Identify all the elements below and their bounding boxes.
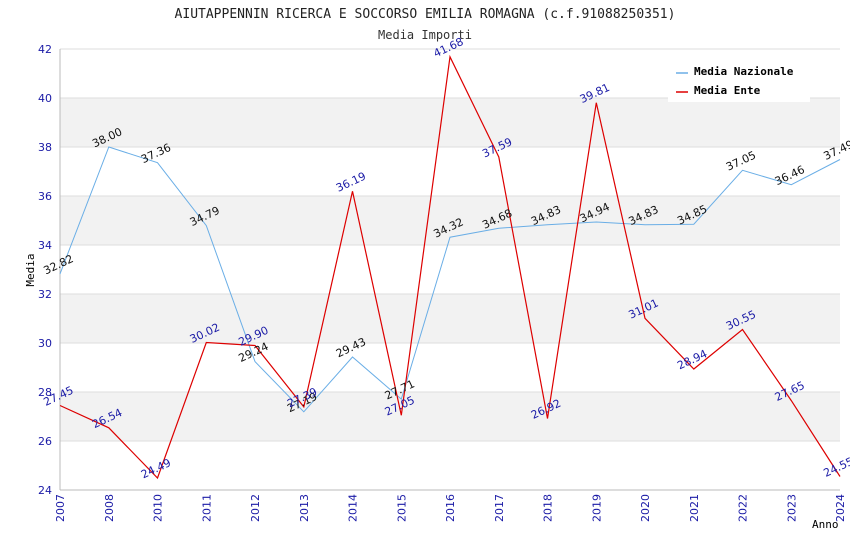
legend-label-nazionale: Media Nazionale	[694, 65, 794, 78]
x-tick-label: 2014	[347, 494, 360, 522]
grid-band	[60, 294, 840, 343]
x-tick-label: 2011	[200, 494, 213, 522]
legend-box	[668, 60, 810, 102]
series-lines	[59, 54, 841, 480]
x-tick-label: 2023	[785, 494, 798, 522]
x-tick-label: 2017	[493, 494, 506, 522]
chart-title: AIUTAPPENNIN RICERCA E SOCCORSO EMILIA R…	[175, 7, 676, 22]
x-tick-label: 2021	[688, 494, 701, 522]
y-tick-label: 40	[38, 92, 52, 105]
legend-label-ente: Media Ente	[694, 84, 761, 97]
y-tick-label: 30	[38, 337, 52, 350]
y-axis-label: Media	[24, 253, 37, 286]
grid-band	[60, 441, 840, 490]
x-tick-label: 2018	[542, 494, 555, 522]
series-line-ente	[59, 54, 841, 480]
x-tick-label: 2020	[639, 494, 652, 522]
x-tick-label: 2008	[103, 494, 116, 522]
y-tick-label: 24	[38, 484, 52, 497]
y-tick-label: 32	[38, 288, 52, 301]
y-tick-label: 34	[38, 239, 52, 252]
legend: Media Nazionale Media Ente	[668, 60, 810, 102]
grid-band	[60, 343, 840, 392]
grid-lines	[60, 48, 840, 491]
y-tick-label: 28	[38, 386, 52, 399]
x-tick-label: 2024	[834, 494, 847, 522]
y-tick-label: 36	[38, 190, 52, 203]
x-tick-label: 2012	[249, 494, 262, 522]
y-tick-label: 26	[38, 435, 52, 448]
x-tick-label: 2015	[395, 494, 408, 522]
x-tick-label: 2007	[54, 494, 67, 522]
y-tick-labels: 24 26 28 30 32 34 36 38 40 42	[38, 43, 52, 497]
x-axis-label: Anno	[812, 518, 839, 531]
x-tick-label: 2013	[298, 494, 311, 522]
series-line-nazionale	[59, 146, 841, 413]
x-tick-label: 2019	[590, 494, 603, 522]
x-tick-label: 2016	[444, 494, 457, 522]
x-tick-label: 2022	[737, 494, 750, 522]
grid-bands	[60, 49, 840, 490]
y-tick-label: 38	[38, 141, 52, 154]
x-tick-label: 2010	[152, 494, 165, 522]
x-tick-labels: 2007 2008 2010 2011 2012 2013 2014 2015 2016 2017…	[54, 494, 847, 522]
grid-band	[60, 147, 840, 196]
chart-subtitle: Media Importi	[378, 28, 472, 42]
grid-band	[60, 98, 840, 147]
grid-band	[60, 245, 840, 294]
grid-band	[60, 392, 840, 441]
y-tick-label: 42	[38, 43, 52, 56]
